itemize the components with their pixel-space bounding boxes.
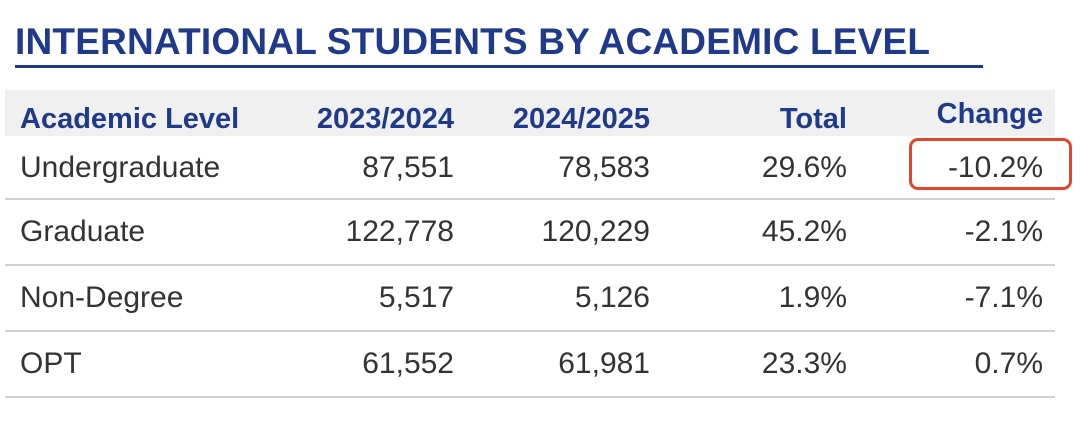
- header-change: Change: [936, 98, 1043, 130]
- header-academic-level: Academic Level: [20, 103, 240, 135]
- cell-academic-level: Graduate: [20, 215, 146, 248]
- academic-level-table: Academic Level 2023/2024 2024/2025 Total…: [5, 90, 1055, 398]
- cell-change: -10.2%: [947, 151, 1043, 184]
- cell-2024-2025: 61,981: [558, 347, 650, 380]
- cell-total: 23.3%: [761, 347, 847, 380]
- cell-2023-2024: 87,551: [362, 151, 454, 184]
- cell-total: 29.6%: [761, 151, 847, 184]
- cell-change: -7.1%: [964, 281, 1043, 314]
- cell-2023-2024: 61,552: [362, 347, 454, 380]
- cell-academic-level: Non-Degree: [20, 281, 184, 314]
- page-title: INTERNATIONAL STUDENTS BY ACADEMIC LEVEL: [15, 21, 931, 62]
- cell-total: 45.2%: [761, 215, 847, 248]
- cell-change: -2.1%: [964, 215, 1043, 248]
- table-row: OPT 61,552 61,981 23.3% 0.7%: [5, 332, 1055, 398]
- table-row: Undergraduate 87,551 78,583 29.6% -10.2%: [5, 136, 1055, 200]
- table-row: Graduate 122,778 120,229 45.2% -2.1%: [5, 200, 1055, 266]
- cell-2024-2025: 78,583: [558, 151, 650, 184]
- cell-2023-2024: 122,778: [345, 215, 454, 248]
- cell-academic-level: OPT: [20, 347, 82, 380]
- header-2023-2024: 2023/2024: [316, 103, 454, 135]
- title-underline: [15, 65, 983, 68]
- table-header-row: Academic Level 2023/2024 2024/2025 Total…: [5, 90, 1055, 136]
- cell-total: 1.9%: [778, 281, 847, 314]
- cell-change: 0.7%: [974, 347, 1043, 380]
- change-highlight-box: [909, 138, 1072, 190]
- header-2024-2025: 2024/2025: [512, 103, 650, 135]
- header-total: Total: [779, 103, 847, 135]
- table-row: Non-Degree 5,517 5,126 1.9% -7.1%: [5, 266, 1055, 332]
- cell-2024-2025: 120,229: [541, 215, 650, 248]
- cell-academic-level: Undergraduate: [20, 151, 221, 184]
- cell-2024-2025: 5,126: [574, 281, 650, 314]
- cell-2023-2024: 5,517: [378, 281, 454, 314]
